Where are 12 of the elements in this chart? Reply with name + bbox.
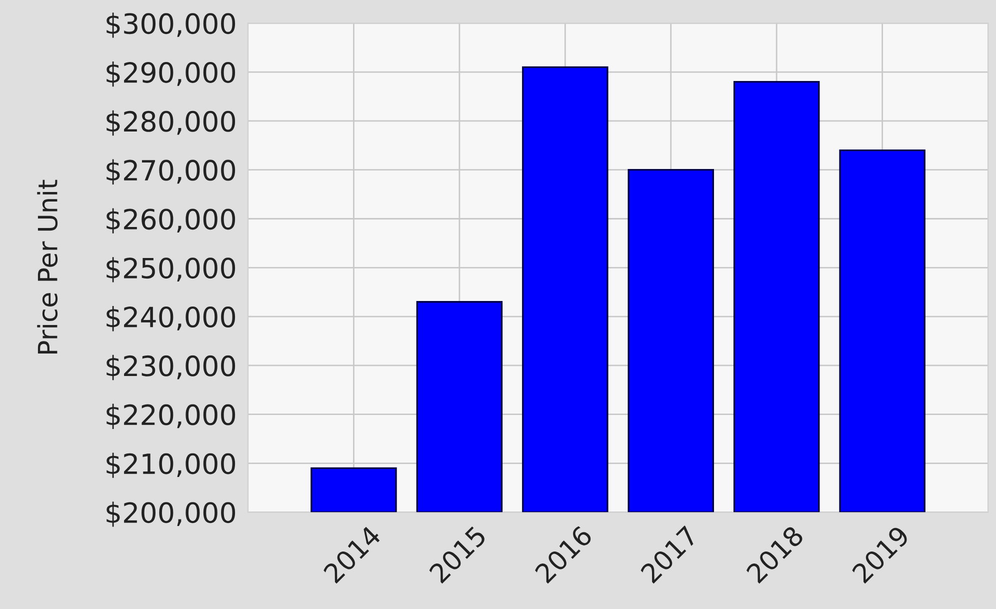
y-tick-label: $240,000 [106,306,236,332]
y-tick-label: $260,000 [106,208,236,234]
y-tick-label: $220,000 [106,404,236,429]
y-tick-label: $290,000 [106,61,236,87]
y-tick-label: $280,000 [106,110,236,136]
y-tick-label: $300,000 [106,12,236,38]
y-tick-label: $210,000 [106,452,236,478]
y-tick-label: $200,000 [106,502,236,527]
y-tick-label: $250,000 [106,257,236,282]
y-tick-label: $270,000 [106,159,236,184]
y-axis-title: Price Per Unit [37,180,58,354]
y-tick-label: $230,000 [106,354,236,380]
